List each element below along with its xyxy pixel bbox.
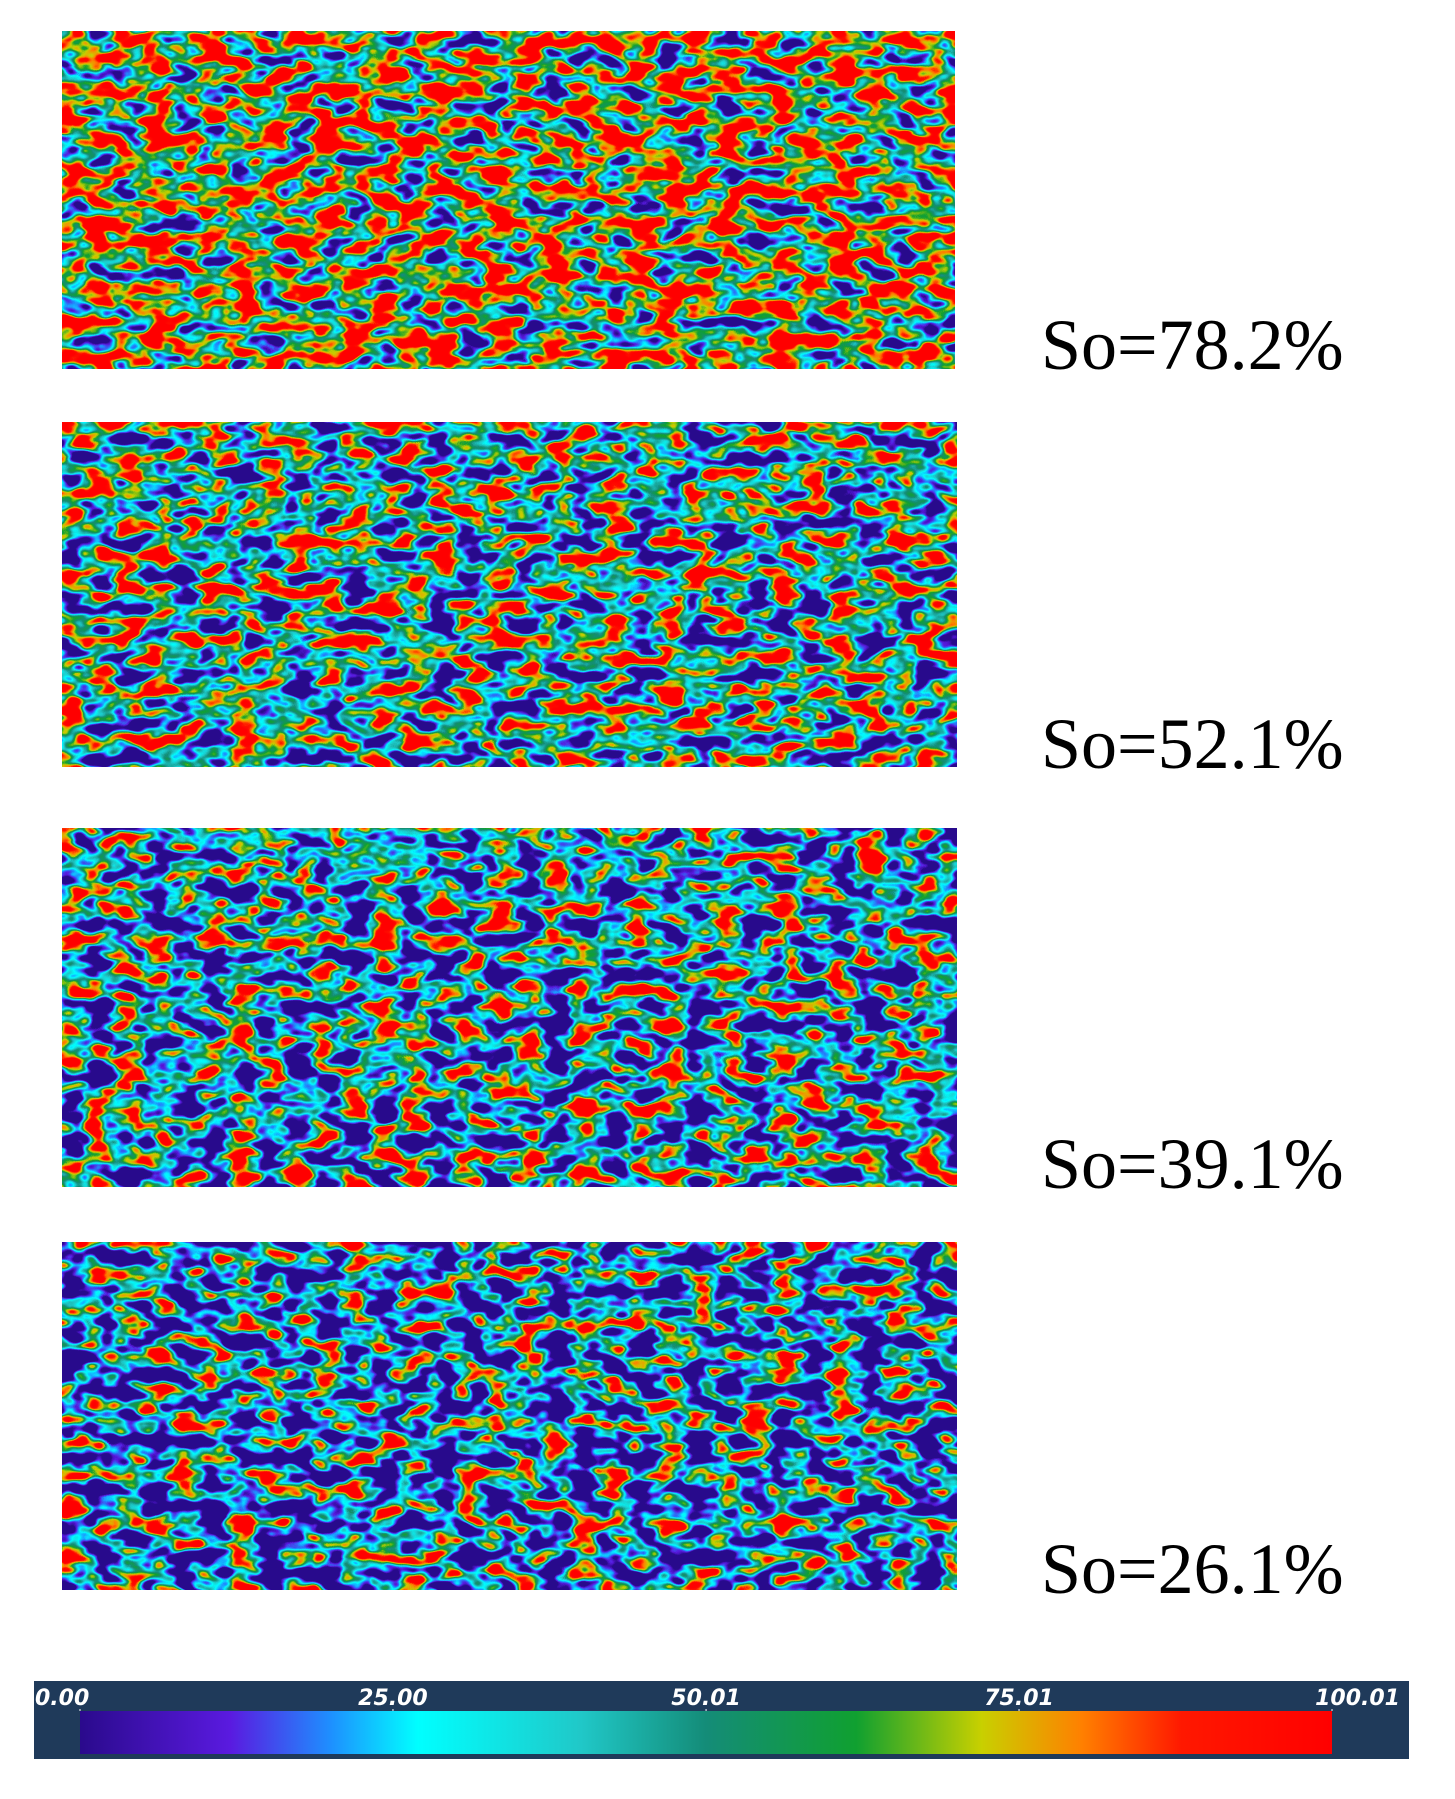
colorbar-tick-label: 0.00: [35, 1686, 89, 1711]
panel-label: So=52.1%: [1041, 704, 1344, 784]
saturation-map: [62, 422, 957, 767]
colorbar-tick-label: 75.01: [984, 1686, 1054, 1711]
panel-label: So=78.2%: [1041, 305, 1344, 385]
saturation-map: [62, 1242, 957, 1590]
colorbar-tick-label: 100.01: [1315, 1686, 1400, 1711]
colorbar-tick-label: 25.00: [358, 1686, 428, 1711]
saturation-map: [62, 828, 957, 1187]
panel-label: So=39.1%: [1041, 1124, 1344, 1204]
saturation-map: [62, 31, 955, 369]
panel-label: So=26.1%: [1041, 1529, 1344, 1609]
colorbar: [80, 1711, 1332, 1754]
colorbar-tick-label: 50.01: [671, 1686, 741, 1711]
